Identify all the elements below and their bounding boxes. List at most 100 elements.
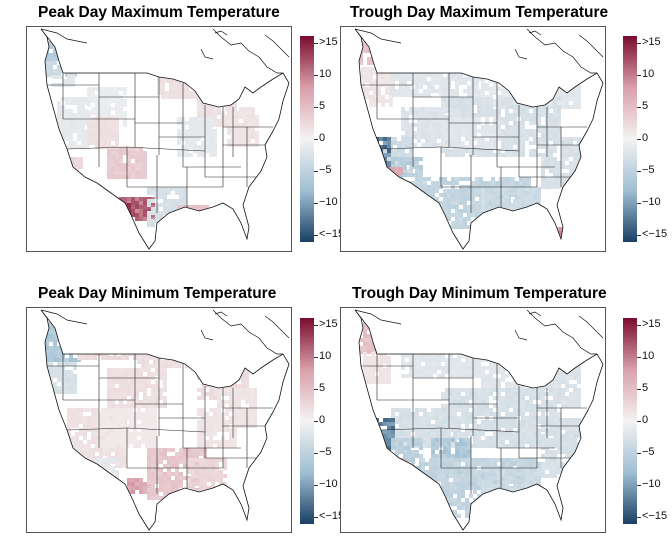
heat-cell	[407, 205, 411, 209]
heat-cell	[417, 111, 421, 115]
heat-cell	[151, 460, 155, 464]
heat-cell	[71, 189, 75, 193]
heat-cell	[553, 173, 557, 177]
heat-cell	[141, 440, 145, 444]
heat-cell	[83, 464, 87, 468]
heat-cell	[533, 59, 537, 63]
heat-cell	[427, 81, 431, 85]
heat-cell	[79, 420, 83, 424]
heat-cell	[127, 372, 131, 376]
heat-cell	[75, 408, 79, 412]
heat-cell	[415, 157, 419, 161]
heat-cell	[463, 205, 467, 209]
heat-cell	[461, 113, 465, 117]
heat-cell	[197, 424, 201, 428]
heat-cell	[229, 356, 233, 360]
heat-cell	[429, 143, 433, 147]
heat-cell	[521, 129, 525, 133]
heat-cell	[175, 476, 179, 480]
heat-cell	[537, 109, 541, 113]
heat-cell	[469, 149, 473, 153]
heat-cell	[395, 89, 399, 93]
heat-cell	[121, 348, 125, 352]
colorbar-tick	[637, 107, 641, 108]
heat-cell	[413, 115, 417, 119]
heat-cell	[549, 57, 553, 61]
heat-cell	[155, 396, 159, 400]
heat-cell	[177, 83, 181, 87]
heat-cell	[407, 201, 411, 205]
heat-cell	[569, 81, 573, 85]
heat-cell	[419, 73, 423, 77]
heat-cell	[161, 55, 165, 59]
heat-cell	[379, 205, 383, 209]
heat-cell	[49, 69, 53, 73]
heat-cell	[119, 388, 123, 392]
heat-cell	[109, 424, 113, 428]
heat-cell	[505, 117, 509, 121]
heat-cell	[91, 466, 95, 470]
heat-cell	[79, 448, 83, 452]
heat-cell	[383, 209, 387, 213]
heat-cell	[489, 101, 493, 105]
heat-cell	[465, 109, 469, 113]
heat-cell	[403, 185, 407, 189]
heat-cell	[125, 356, 129, 360]
heat-cell	[115, 99, 119, 103]
heat-cell	[525, 79, 529, 83]
heat-cell	[251, 115, 255, 119]
heat-cell	[75, 456, 79, 460]
heat-cell	[147, 484, 151, 488]
heat-cell	[115, 380, 119, 384]
heat-cell	[465, 133, 469, 137]
heat-cell	[459, 69, 463, 73]
heat-cell	[243, 107, 247, 111]
heat-cell	[431, 209, 435, 213]
heat-cell	[485, 203, 489, 207]
heat-cell	[519, 225, 523, 229]
heat-cell	[77, 97, 81, 101]
heat-cell	[125, 55, 129, 59]
heat-cell	[249, 400, 253, 404]
heat-cell	[169, 352, 173, 356]
heat-cell	[201, 360, 205, 364]
heat-cell	[367, 41, 371, 45]
heat-cell	[511, 221, 515, 225]
heat-cell	[423, 81, 427, 85]
heat-cell	[189, 340, 193, 344]
heat-cell	[423, 65, 427, 69]
heat-cell	[423, 209, 427, 213]
heat-cell	[553, 83, 557, 87]
heat-cell	[419, 185, 423, 189]
heat-cell	[175, 199, 179, 203]
heat-cell	[237, 360, 241, 364]
heat-cell	[463, 209, 467, 213]
heat-cell	[131, 396, 135, 400]
heat-cell	[111, 215, 115, 219]
heat-cell	[123, 388, 127, 392]
colorbar-tick	[637, 235, 641, 236]
heat-cell	[565, 69, 569, 73]
heat-cell	[507, 213, 511, 217]
heat-cell	[141, 424, 145, 428]
heat-cell	[119, 213, 123, 217]
heat-cell	[107, 141, 111, 145]
heat-cell	[569, 105, 573, 109]
heat-cell	[65, 390, 69, 394]
heat-cell	[209, 420, 213, 424]
heat-cell	[485, 195, 489, 199]
heat-cell	[415, 189, 419, 193]
heat-cell	[501, 145, 505, 149]
heat-cell	[59, 75, 63, 79]
heat-cell	[455, 217, 459, 221]
heat-cell	[185, 43, 189, 47]
heat-cell	[127, 203, 131, 207]
heat-cell	[71, 456, 75, 460]
heat-cell	[419, 209, 423, 213]
heat-cell	[481, 191, 485, 195]
heat-cell	[411, 189, 415, 193]
heat-cell	[557, 185, 561, 189]
heat-cell	[509, 71, 513, 75]
heat-cell	[61, 121, 65, 125]
heat-cell	[565, 185, 569, 189]
